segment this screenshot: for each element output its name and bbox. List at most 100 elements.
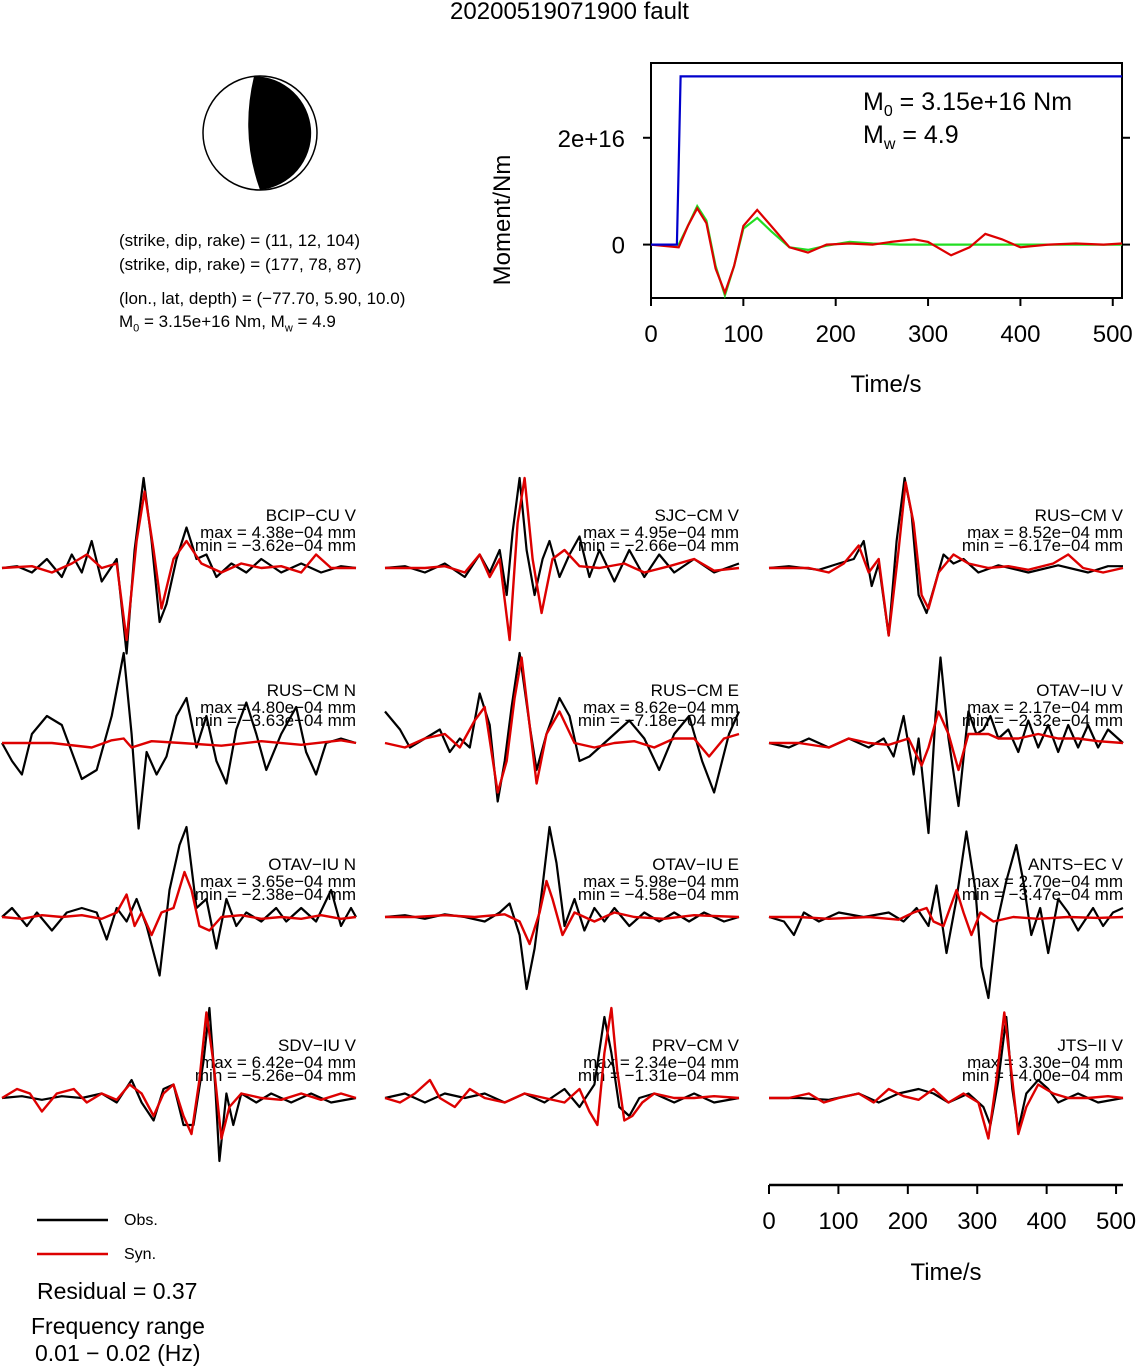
amplitude-min: min = −5.26e−04 mm <box>195 1066 356 1085</box>
observed-trace <box>384 476 740 597</box>
waveform-time-axis: 0 100 200 300 400 500 Time/s <box>762 1183 1136 1286</box>
moment-x-tick-label: 200 <box>816 321 856 348</box>
waveform-x-tick-label: 200 <box>888 1208 928 1235</box>
synthetic-trace <box>1 1011 357 1140</box>
frequency-range-title: Frequency range <box>31 1313 205 1339</box>
station-label: PRV−CM V <box>652 1036 740 1055</box>
m0-value: = 3.15e+16 Nm, M <box>139 312 285 331</box>
fault-params-line-1: (strike, dip, rake) = (11, 12, 104) <box>119 231 361 250</box>
station-label: OTAV−IU E <box>652 855 739 874</box>
amplitude-min: min = −4.00e−04 mm <box>962 1066 1123 1085</box>
observed-trace <box>1 825 357 977</box>
synthetic-trace <box>769 481 1124 637</box>
station-label: SDV−IU V <box>278 1036 357 1055</box>
waveform-x-tick-label: 100 <box>818 1208 858 1235</box>
synthetic-trace <box>1 870 357 937</box>
synthetic-trace <box>1 490 356 642</box>
amplitude-min: min = −3.47e−04 mm <box>962 885 1123 904</box>
station-label: BCIP−CU V <box>266 506 357 525</box>
observed-trace <box>1 651 357 830</box>
amplitude-max: max = 3.30e−04 mm <box>967 1053 1123 1072</box>
amplitude-min: min = −3.62e−04 mm <box>195 536 356 555</box>
station-label: ANTS−EC V <box>1028 855 1124 874</box>
observed-trace <box>768 476 1123 637</box>
moment-summary-line: M0 = 3.15e+16 Nm, Mw = 4.9 <box>119 312 336 338</box>
amplitude-min: min = −7.18e−04 mm <box>578 711 739 730</box>
legend-lines <box>37 1218 108 1256</box>
amplitude-max: max = 4.95e−04 mm <box>583 523 739 542</box>
waveform-x-tick-label: 300 <box>957 1208 997 1235</box>
moment-blue-line <box>651 75 1122 246</box>
waveform-x-axis-label: Time/s <box>910 1259 981 1286</box>
obs-legend-label: Obs. <box>124 1212 158 1229</box>
station-label: OTAV−IU V <box>1036 681 1123 700</box>
m0-symbol: M <box>119 312 134 331</box>
beachball-diagram <box>202 75 318 191</box>
moment-green-line <box>651 203 1122 299</box>
moment-x-tick-label: 300 <box>908 321 948 348</box>
amplitude-max: max = 4.80e−04 mm <box>200 698 356 717</box>
beachball-compressional-quadrant <box>248 76 312 190</box>
synthetic-trace <box>384 1006 740 1127</box>
moment-annotation-mw: Mw = 4.9 <box>863 121 959 153</box>
moment-annotation-m0: M0 = 3.15e+16 Nm <box>863 88 1072 120</box>
observed-trace <box>1 476 357 655</box>
synthetic-trace <box>769 1011 1124 1140</box>
moment-y-tick-label: 0 <box>612 233 625 260</box>
moment-x-tick-label: 500 <box>1093 321 1133 348</box>
amplitude-max: max = 8.52e−04 mm <box>967 523 1123 542</box>
amplitude-max: max = 8.62e−04 mm <box>583 698 739 717</box>
moment-rate-chart: 0 100 200 300 400 500 0 2e+16 Moment/Nm Time/s… <box>489 62 1133 398</box>
synthetic-trace <box>385 476 740 642</box>
moment-plot-frame <box>650 62 1123 299</box>
frequency-range-value: 0.01 − 0.02 (Hz) <box>35 1340 201 1366</box>
amplitude-max: max = 2.34e−04 mm <box>583 1053 739 1072</box>
amplitude-max: max = 4.38e−04 mm <box>200 523 356 542</box>
waveform-x-tick-label: 500 <box>1096 1208 1136 1235</box>
amplitude-min: min = −4.58e−04 mm <box>578 885 739 904</box>
residual-text: Residual = 0.37 <box>37 1278 198 1304</box>
mw-value: = 4.9 <box>292 312 336 331</box>
synthetic-trace <box>384 656 740 794</box>
amplitude-max: max = 6.42e−04 mm <box>200 1053 356 1072</box>
station-label: JTS−II V <box>1057 1036 1123 1055</box>
station-label: RUS−CM N <box>267 681 356 700</box>
station-label: OTAV−IU N <box>268 855 356 874</box>
station-label: SJC−CM V <box>654 506 739 525</box>
location-line: (lon., lat, depth) = (−77.70, 5.90, 10.0… <box>119 289 406 308</box>
station-label: RUS−CM E <box>651 681 739 700</box>
moment-x-tick-label: 0 <box>644 321 657 348</box>
moment-red-line <box>650 206 1123 296</box>
moment-x-tick-label: 400 <box>1000 321 1040 348</box>
waveform-x-tick-label: 0 <box>762 1208 775 1235</box>
fault-params-line-2: (strike, dip, rake) = (177, 78, 87) <box>119 255 362 274</box>
amplitude-min: min = −3.63e−04 mm <box>195 711 356 730</box>
synthetic-trace <box>769 888 1124 937</box>
mw-subscript: w <box>284 322 293 335</box>
amplitude-min: min = −2.32e−04 mm <box>962 711 1123 730</box>
moment-x-tick-label: 100 <box>723 321 763 348</box>
moment-x-axis-label: Time/s <box>850 371 921 398</box>
amplitude-max: max = 2.17e−04 mm <box>967 698 1123 717</box>
station-label: RUS−CM V <box>1035 506 1124 525</box>
observed-trace <box>384 1015 740 1118</box>
amplitude-max: max = 5.98e−04 mm <box>583 872 739 891</box>
syn-legend-label: Syn. <box>124 1246 157 1263</box>
page-title: 20200519071900 fault <box>450 0 689 25</box>
synthetic-trace <box>385 879 740 946</box>
moment-y-axis-label: Moment/Nm <box>489 155 516 286</box>
waveform-x-tick-label: 400 <box>1027 1208 1067 1235</box>
observed-trace <box>768 830 1124 1000</box>
amplitude-max: max = 3.65e−04 mm <box>200 872 356 891</box>
